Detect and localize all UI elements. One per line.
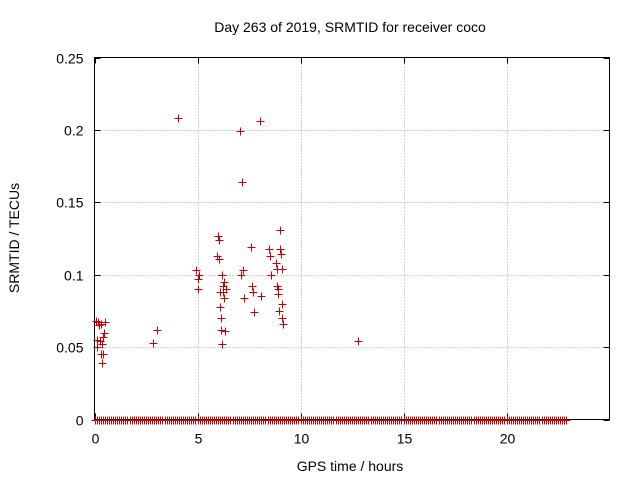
data-point xyxy=(217,326,226,335)
data-point xyxy=(257,292,266,301)
data-point xyxy=(249,288,258,297)
data-point xyxy=(256,117,265,126)
data-point xyxy=(98,340,107,349)
data-point xyxy=(217,314,226,323)
data-point xyxy=(278,314,287,323)
data-point xyxy=(265,245,274,254)
x-tick-label: 20 xyxy=(500,431,516,447)
data-point xyxy=(250,308,259,317)
data-point xyxy=(240,294,249,303)
grid xyxy=(94,57,610,420)
data-point xyxy=(195,271,204,280)
data-point xyxy=(247,243,256,252)
data-point xyxy=(98,359,107,368)
data-point xyxy=(354,337,363,346)
data-point xyxy=(192,266,201,275)
data-point xyxy=(220,278,229,287)
data-point xyxy=(278,265,287,274)
data-point xyxy=(222,285,231,294)
data-point xyxy=(194,285,203,294)
zero-data-point xyxy=(562,416,571,425)
data-point xyxy=(97,320,106,329)
y-tick-label: 0.25 xyxy=(56,51,83,67)
data-point xyxy=(153,326,162,335)
data-point xyxy=(214,232,223,241)
y-tick-label: 0.05 xyxy=(56,340,83,356)
data-point xyxy=(278,300,287,309)
data-point xyxy=(276,226,285,235)
data-point xyxy=(174,114,183,123)
data-point xyxy=(218,340,227,349)
x-tick-labels: 0 5 10 15 20 xyxy=(92,431,516,447)
data-point xyxy=(275,307,284,316)
data-point xyxy=(215,236,224,245)
data-points xyxy=(91,114,571,425)
y-tick-labels: 0 0.05 0.1 0.15 0.2 0.25 xyxy=(56,51,83,429)
x-tick-label: 10 xyxy=(294,431,310,447)
data-point xyxy=(221,327,230,336)
data-point xyxy=(99,333,108,342)
data-point xyxy=(215,255,224,264)
data-point xyxy=(267,271,276,280)
data-point xyxy=(276,245,285,254)
data-point xyxy=(248,282,257,291)
data-point xyxy=(272,259,281,268)
data-point xyxy=(274,285,283,294)
data-point xyxy=(239,266,248,275)
data-point xyxy=(237,271,246,280)
x-tick-label: 5 xyxy=(195,431,203,447)
y-tick-label: 0.15 xyxy=(56,195,83,211)
x-tick-label: 15 xyxy=(397,431,413,447)
chart-title: Day 263 of 2019, SRMTID for receiver coc… xyxy=(214,19,486,35)
data-point xyxy=(216,303,225,312)
data-point xyxy=(277,250,286,259)
data-point xyxy=(236,127,245,136)
y-tick-label: 0.1 xyxy=(64,268,84,284)
x-tick-label: 0 xyxy=(92,431,100,447)
data-point xyxy=(266,252,275,261)
x-axis-label: GPS time / hours xyxy=(297,458,404,474)
data-point xyxy=(95,321,104,330)
data-point xyxy=(238,178,247,187)
axis-ticks xyxy=(94,57,610,421)
data-point xyxy=(220,294,229,303)
data-point xyxy=(218,271,227,280)
y-axis-label: SRMTID / TECUs xyxy=(6,183,22,293)
data-point xyxy=(194,275,203,284)
data-point xyxy=(101,318,110,327)
data-point xyxy=(149,339,158,348)
y-tick-label: 0.2 xyxy=(64,123,84,139)
data-point xyxy=(279,320,288,329)
data-point xyxy=(100,329,109,338)
data-point xyxy=(99,350,108,359)
plot-frame xyxy=(94,57,610,420)
y-tick-label: 0 xyxy=(76,413,84,429)
data-point xyxy=(93,343,102,352)
